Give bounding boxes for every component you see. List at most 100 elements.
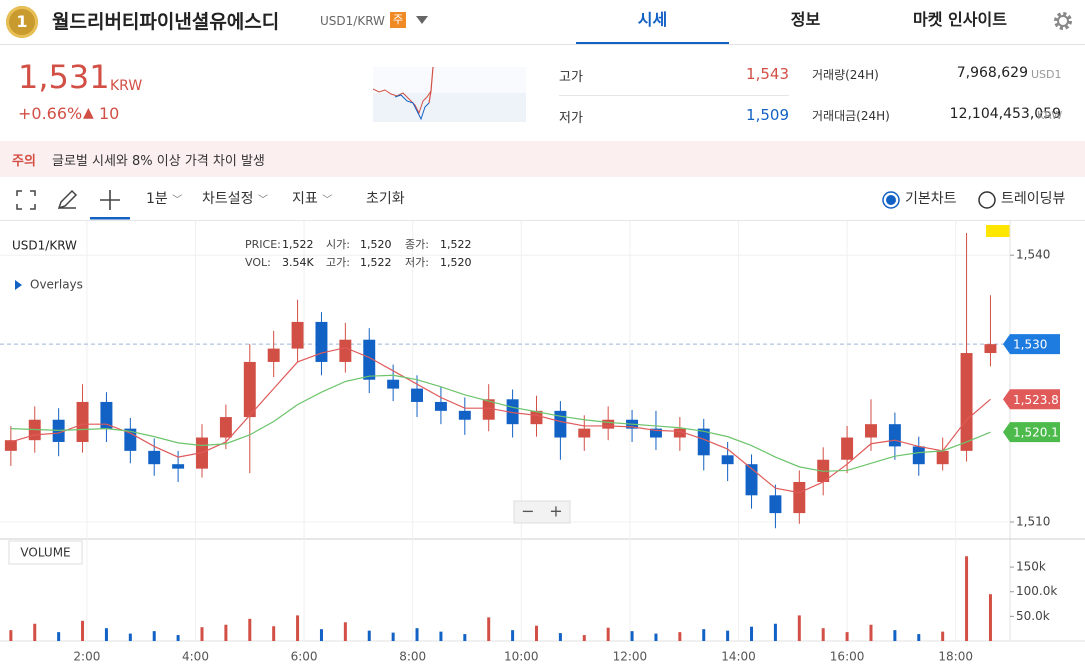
chart-title: USD1/KRW <box>12 239 77 253</box>
info-value: 1,522 <box>282 238 314 251</box>
candle-body <box>172 464 185 469</box>
candle-body <box>673 428 686 438</box>
volume-bar <box>821 628 825 641</box>
draw-icon[interactable] <box>56 189 78 211</box>
chart: 2:00 4:00 6:00 8:00 10:00 12:00 14:00 16:00 18:0… <box>0 221 1085 664</box>
volume-bar <box>367 630 371 641</box>
x-tick-label: 18:00 <box>938 650 973 664</box>
candle-body <box>649 428 662 438</box>
volume-bar <box>702 629 706 641</box>
price-tag <box>1003 422 1060 443</box>
candle-body <box>960 353 973 451</box>
candle-body <box>506 399 519 425</box>
change-arrow: ▲ <box>83 105 94 121</box>
volume-bar <box>200 627 204 641</box>
volume-bar <box>81 620 85 641</box>
candle-body <box>912 446 925 465</box>
notice-bar: 주의 글로벌 시세와 8% 이상 가격 차이 발생 <box>0 141 1085 177</box>
candle-body <box>697 428 710 456</box>
volume-bar <box>511 630 515 641</box>
fullscreen-icon[interactable] <box>16 190 36 210</box>
candle-body <box>100 401 113 429</box>
interval-label: 1분 <box>146 191 168 207</box>
volume-bar <box>248 618 252 641</box>
settings-icon[interactable] <box>1052 10 1074 32</box>
info-label: 고가: <box>326 256 350 269</box>
volume-bar <box>606 627 610 641</box>
indicator-select[interactable]: 지표 ﹀ <box>292 191 333 207</box>
volume-bar <box>104 628 108 641</box>
radio-on[interactable] <box>881 190 901 210</box>
volume-bar <box>391 632 395 641</box>
stat-unit: USD1 <box>1031 68 1062 81</box>
volume-bar <box>534 625 538 641</box>
volume-bar <box>773 623 777 641</box>
sparkline <box>373 67 526 122</box>
candle-body <box>769 495 782 514</box>
stat-value-text: 12,104,453,059 <box>949 106 1061 122</box>
volume-bar <box>654 633 658 641</box>
reset-button[interactable]: 초기화 <box>366 191 405 207</box>
info-label: 종가: <box>405 238 429 251</box>
candle-body <box>124 428 137 451</box>
y-tick-label: 150k <box>1016 560 1046 574</box>
overlays-toggle[interactable]: Overlays <box>30 278 83 292</box>
volume-label: VOLUME <box>20 546 70 560</box>
tab[interactable]: 시세 <box>576 0 729 44</box>
x-tick-label: 8:00 <box>399 650 426 664</box>
chart-option[interactable]: 기본차트 <box>905 191 957 207</box>
candle-body <box>745 464 758 496</box>
volume-bar <box>630 631 634 641</box>
stat-label: 저가 <box>559 111 583 126</box>
info-label: VOL: <box>245 256 271 269</box>
crosshair-icon[interactable] <box>90 186 130 220</box>
warning-badge: 주 <box>390 12 406 28</box>
stat-unit: KRW <box>1037 109 1063 122</box>
candle-body <box>888 424 901 447</box>
tab[interactable]: 마켓 인사이트 <box>913 10 1007 29</box>
candle-body <box>793 481 806 514</box>
candle-body <box>865 424 877 438</box>
volume-bar <box>726 630 730 641</box>
price-tag-label: 1,523.8 <box>1013 393 1059 407</box>
volume-bar <box>893 630 897 641</box>
overlays-toggle-icon <box>15 280 22 290</box>
zoom-button[interactable]: + <box>549 502 562 521</box>
price-tag-label: 1,520.1 <box>1013 426 1059 440</box>
volume-bar <box>33 623 37 641</box>
radio-off[interactable] <box>977 190 997 210</box>
current-price: 1,531 <box>18 58 110 96</box>
volume-bar <box>439 631 443 641</box>
candle-body <box>76 401 89 442</box>
highlight <box>986 225 1010 237</box>
candle-body <box>841 437 854 460</box>
price-unit: KRW <box>110 78 143 94</box>
volume-bar <box>128 633 132 641</box>
settings-label: 차트설정 <box>202 191 254 207</box>
chart-option[interactable]: 트레이딩뷰 <box>1001 191 1066 207</box>
dropdown-caret[interactable] <box>414 13 430 27</box>
volume-bar <box>415 628 419 641</box>
tab[interactable]: 정보 <box>790 10 821 29</box>
settings-select[interactable]: 차트설정 ﹀ <box>202 191 268 207</box>
candle-body <box>148 450 161 465</box>
pair: USD1/KRW <box>320 14 385 28</box>
volume-label-box <box>8 540 83 565</box>
divider <box>559 95 789 96</box>
interval-select[interactable]: 1분 ﹀ <box>146 191 183 207</box>
volume-bar <box>463 634 467 641</box>
volume-bar <box>224 624 228 641</box>
toolbar <box>0 178 1085 221</box>
coin-title: 월드리버티파이낸셜유에스디 <box>52 11 280 33</box>
x-tick-label: 16:00 <box>830 650 865 664</box>
x-tick-label: 6:00 <box>291 650 318 664</box>
candle-body <box>339 339 352 362</box>
stat-value: 7,968,629 <box>956 65 1028 81</box>
volume-bar <box>678 632 682 641</box>
moving-average <box>10 347 991 494</box>
info-value: 3.54K <box>282 256 314 269</box>
price-tag-label: 1,530 <box>1013 338 1047 352</box>
zoom-button[interactable]: − <box>521 502 534 521</box>
x-tick-label: 10:00 <box>504 650 539 664</box>
